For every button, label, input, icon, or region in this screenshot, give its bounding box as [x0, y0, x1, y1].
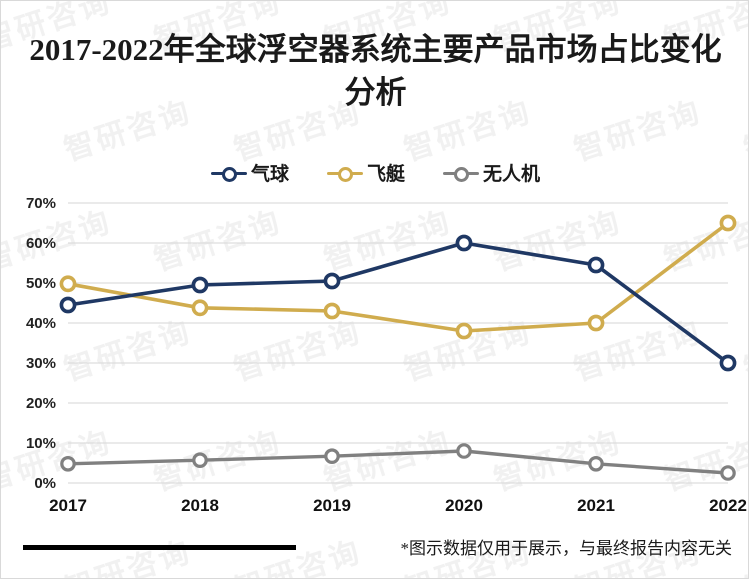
- y-axis-tick-label: 70%: [26, 195, 56, 212]
- series-line: [66, 241, 730, 365]
- series-line: [66, 449, 730, 475]
- data-point-marker[interactable]: [719, 354, 737, 372]
- data-point-marker[interactable]: [60, 455, 76, 472]
- legend-marker-icon: [210, 165, 247, 182]
- x-axis-tick-label: 2022: [709, 496, 747, 515]
- data-point-marker[interactable]: [587, 256, 605, 274]
- y-axis-tick-label: 50%: [26, 275, 56, 292]
- y-axis-tick-label: 10%: [26, 435, 56, 452]
- x-axis-tick-label: 2017: [49, 496, 87, 515]
- x-axis-tick-label: 2018: [181, 496, 219, 515]
- series-line: [66, 221, 730, 333]
- data-point-marker[interactable]: [720, 465, 736, 481]
- y-axis-tick-label: 60%: [26, 235, 56, 252]
- data-point-marker[interactable]: [59, 275, 77, 293]
- legend-marker-icon: [443, 165, 479, 182]
- legend-item-3[interactable]: 无人机: [443, 159, 540, 186]
- data-point-marker[interactable]: [59, 296, 77, 314]
- data-point-marker[interactable]: [587, 314, 605, 332]
- y-axis-tick-label: 40%: [26, 315, 56, 332]
- data-point-marker[interactable]: [719, 214, 737, 232]
- x-axis-tick-label: 2019: [313, 496, 351, 515]
- data-point-marker[interactable]: [192, 452, 208, 468]
- chart-legend: 气球 飞艇 无人机: [1, 159, 748, 186]
- y-axis-tick-label: 30%: [26, 355, 56, 372]
- legend-item-1[interactable]: 气球: [210, 159, 289, 186]
- data-series-2: [59, 214, 737, 340]
- footer-rule: [23, 545, 296, 550]
- legend-label: 无人机: [483, 164, 541, 185]
- y-axis-tick-label: 0%: [34, 475, 56, 492]
- data-point-marker[interactable]: [456, 443, 472, 459]
- data-series-1: [59, 234, 737, 372]
- footer-note: *图示数据仅用于展示，与最终报告内容无关: [400, 539, 733, 558]
- gridlines: 70% 60% 50% 40% 30% 20% 10% 0%: [26, 195, 728, 492]
- legend-label: 气球: [250, 164, 289, 185]
- data-point-marker[interactable]: [191, 299, 209, 317]
- data-point-marker[interactable]: [455, 322, 473, 340]
- x-axis-tick-label: 2020: [445, 496, 483, 515]
- legend-item-2[interactable]: 飞艇: [326, 159, 405, 186]
- data-point-marker[interactable]: [191, 276, 209, 294]
- data-point-marker[interactable]: [324, 448, 340, 464]
- data-point-marker[interactable]: [455, 234, 473, 252]
- x-axis-tick-label: 2021: [577, 496, 615, 515]
- data-point-marker[interactable]: [588, 455, 604, 472]
- chart-title: 2017-2022年全球浮空器系统主要产品市场占比变化分析: [29, 32, 722, 110]
- data-point-marker[interactable]: [323, 272, 341, 290]
- legend-label: 飞艇: [366, 164, 405, 185]
- legend-marker-icon: [326, 165, 363, 182]
- data-point-marker[interactable]: [323, 302, 341, 320]
- data-series-3: [60, 443, 736, 481]
- y-axis-tick-label: 20%: [26, 395, 56, 412]
- x-axis-labels: 2017 2018 2019 2020 2021 2022: [49, 496, 747, 515]
